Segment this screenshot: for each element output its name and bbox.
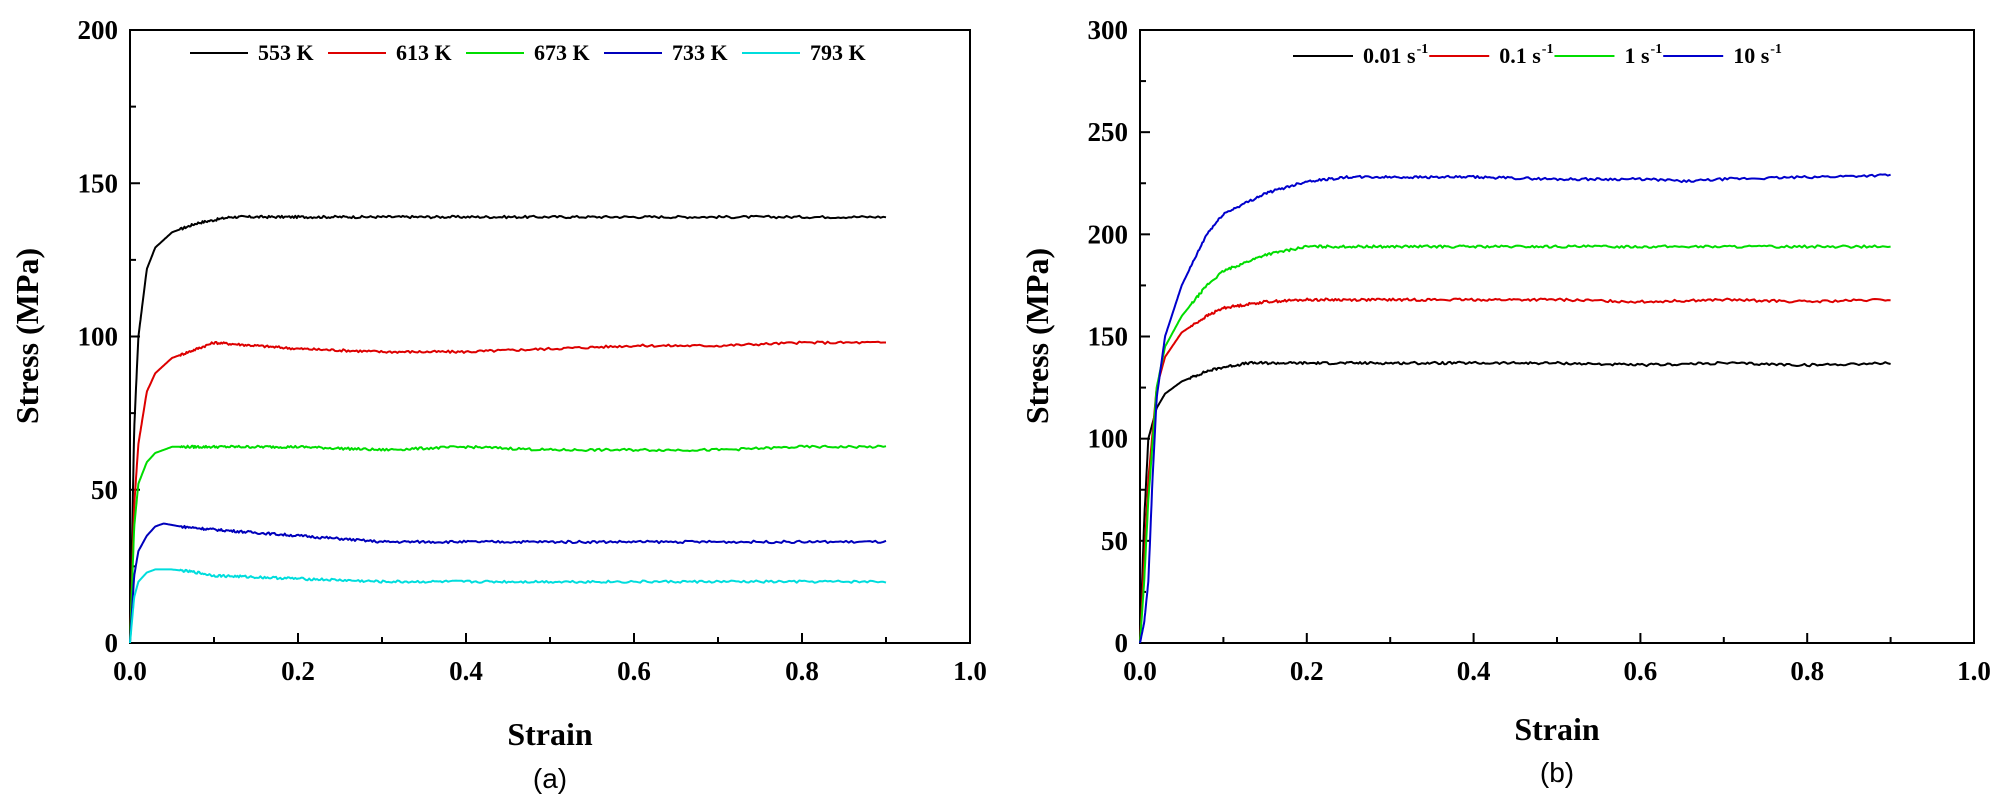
legend-superscript: -1 [1417,42,1429,57]
y-tick-label: 50 [1101,526,1128,556]
y-tick-label: 50 [91,475,118,505]
legend-label: 613 K [396,40,452,65]
x-tick-label: 0.4 [1457,656,1491,686]
panel-label-b: (b) [1540,757,1574,788]
x-tick-label: 0.2 [281,656,315,686]
y-tick-label: 150 [78,168,119,198]
series-line-733-k [129,522,887,644]
legend-a: 553 K 613 K 673 K 733 K 793 K [190,40,866,65]
x-tick-label: 1.0 [953,656,987,686]
ticks-b: 0.0 0.2 0.4 0.6 0.8 1.0 0 50 100 150 200 250 300 [1088,15,1991,686]
y-axis-title-b: Stress (MPa) [1019,248,1055,424]
plot-frame-a [129,29,971,644]
panel-label-a: (a) [533,763,567,794]
x-tick-label: 0.8 [785,656,819,686]
series-line-613-k [129,340,886,643]
x-axis-title-b: Strain [1514,711,1600,747]
plot-frame-b [1139,29,1975,644]
x-tick-label: 0.8 [1790,656,1824,686]
panel-a: 0.0 0.2 0.4 0.6 0.8 1.0 0 50 100 150 200 553 K 613 … [9,15,987,794]
series-line-793-k [129,568,887,644]
series-line-0.01-s [1139,360,1891,643]
y-tick-label: 200 [1088,219,1129,249]
legend-label: 10 s [1733,43,1770,68]
x-tick-label: 0.0 [1123,656,1157,686]
y-tick-label: 250 [1088,117,1129,147]
x-axis-title-a: Strain [507,716,593,752]
y-tick-label: 100 [78,322,119,352]
legend-superscript: -1 [1770,42,1782,57]
y-tick-label: 0 [1115,628,1129,658]
series-group-b [1139,173,1891,644]
legend-superscript: -1 [1542,42,1554,57]
panel-b: 0.0 0.2 0.4 0.6 0.8 1.0 0 50 100 150 200 250 300 0.0… [1019,15,1991,788]
x-tick-label: 0.6 [617,656,651,686]
legend-label: 0.1 s [1499,43,1541,68]
y-tick-label: 200 [78,15,119,45]
legend-label: 0.01 s [1363,43,1416,68]
x-tick-label: 0.0 [113,656,147,686]
legend-label: 673 K [534,40,590,65]
y-tick-label: 0 [105,628,119,658]
legend-superscript: -1 [1651,42,1663,57]
series-group-a [129,214,887,644]
y-tick-label: 100 [1088,424,1129,454]
x-tick-label: 0.4 [449,656,483,686]
series-line-553-k [129,214,887,643]
series-line-0.1-s [1139,297,1891,644]
x-tick-label: 0.6 [1624,656,1658,686]
legend-label: 553 K [258,40,314,65]
series-line-673-k [129,444,887,643]
y-tick-label: 300 [1088,15,1129,45]
legend-label: 793 K [810,40,866,65]
y-axis-title-a: Stress (MPa) [9,248,45,424]
legend-label: 733 K [672,40,728,65]
x-tick-label: 0.2 [1290,656,1324,686]
y-tick-label: 150 [1088,322,1129,352]
legend-b: 0.01 s -1 0.1 s -1 1 s -1 10 s -1 [1293,42,1782,68]
ticks-a: 0.0 0.2 0.4 0.6 0.8 1.0 0 50 100 150 200 [78,15,987,686]
series-line-10-s [1139,173,1891,644]
series-line-1-s [1139,244,1891,644]
legend-label: 1 s [1624,43,1650,68]
x-tick-label: 1.0 [1957,656,1991,686]
